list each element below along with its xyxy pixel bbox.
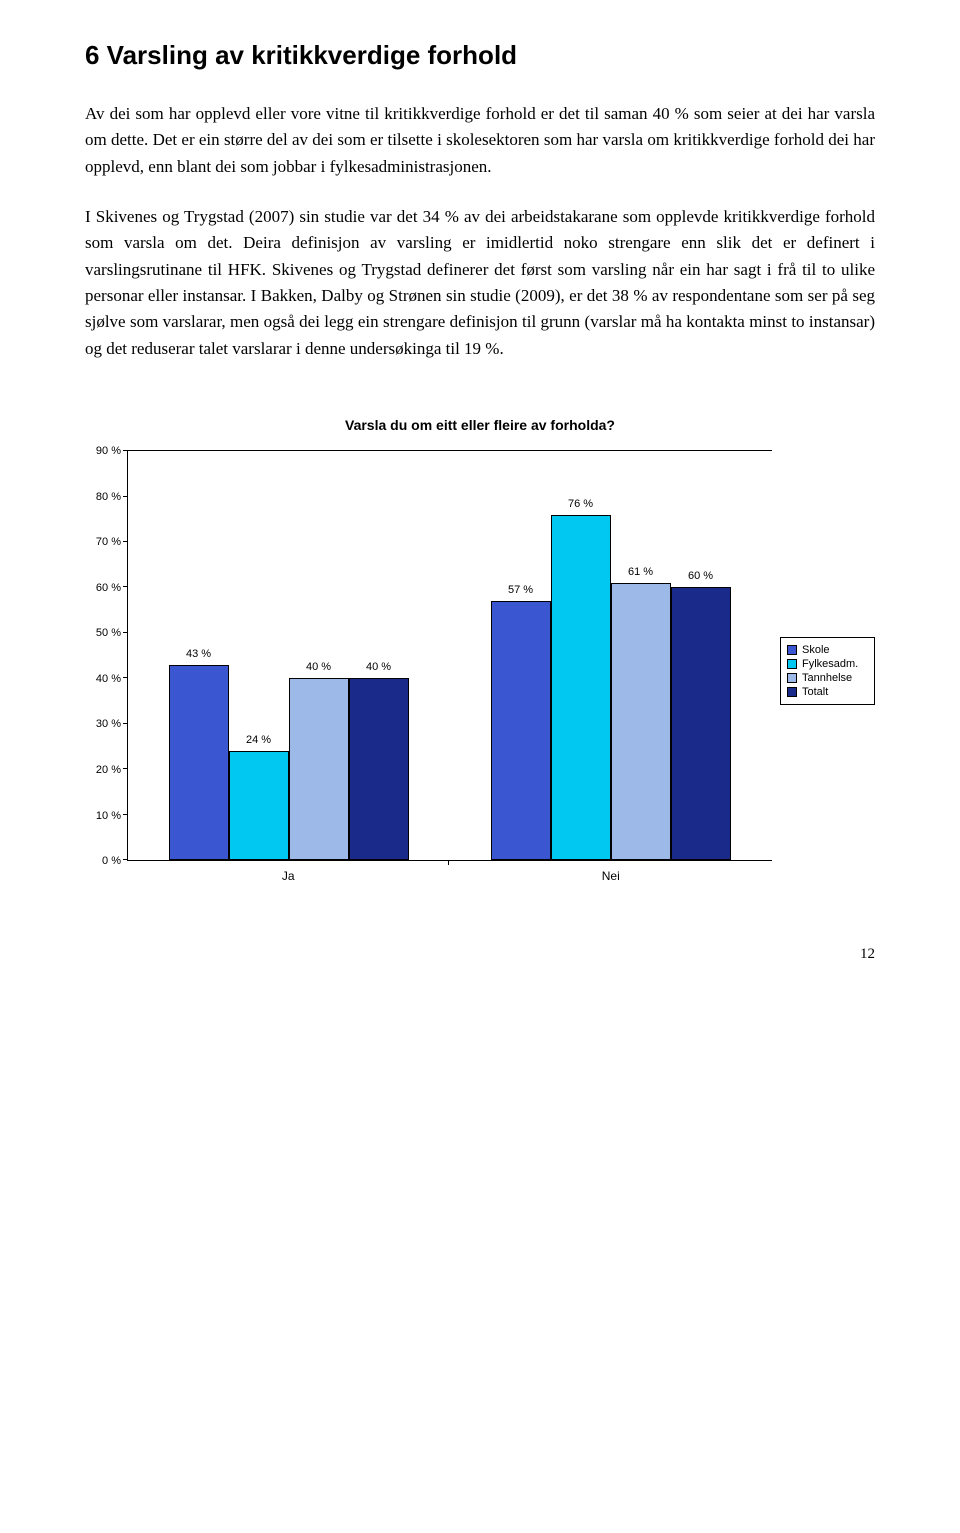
- legend-swatch: [787, 673, 797, 683]
- legend-swatch: [787, 659, 797, 669]
- chart-container: Varsla du om eitt eller fleire av forhol…: [85, 417, 875, 891]
- legend-item: Fylkesadm.: [787, 658, 868, 670]
- y-tick-label: 80 %: [96, 491, 121, 503]
- bar-value-label: 43 %: [186, 648, 211, 660]
- bar-value-label: 57 %: [508, 584, 533, 596]
- y-tick-label: 10 %: [96, 810, 121, 822]
- x-axis-label: Ja: [127, 861, 450, 891]
- bar-group: 43 %24 %40 %40 %: [128, 451, 450, 860]
- bar-value-label: 40 %: [306, 661, 331, 673]
- legend-label: Tannhelse: [802, 672, 852, 684]
- legend-label: Totalt: [802, 686, 828, 698]
- chart-title: Varsla du om eitt eller fleire av forhol…: [85, 417, 875, 433]
- chart-body: 0 %10 %20 %30 %40 %50 %60 %70 %80 %90 % …: [85, 451, 875, 891]
- legend-item: Tannhelse: [787, 672, 868, 684]
- bar-value-label: 61 %: [628, 566, 653, 578]
- bar-groups: 43 %24 %40 %40 %57 %76 %61 %60 %: [128, 451, 772, 860]
- plot-area: 43 %24 %40 %40 %57 %76 %61 %60 %: [127, 451, 772, 861]
- x-axis-labels: JaNei: [127, 861, 772, 891]
- legend-label: Skole: [802, 644, 830, 656]
- section-heading: 6 Varsling av kritikkverdige forhold: [85, 40, 875, 71]
- legend-swatch: [787, 645, 797, 655]
- y-tick-label: 40 %: [96, 673, 121, 685]
- legend-item: Totalt: [787, 686, 868, 698]
- bar: 60 %: [671, 587, 731, 860]
- bar: 61 %: [611, 583, 671, 860]
- bar: 76 %: [551, 515, 611, 860]
- paragraph-2: I Skivenes og Trygstad (2007) sin studie…: [85, 204, 875, 362]
- y-tick-label: 30 %: [96, 718, 121, 730]
- chart-plot: 0 %10 %20 %30 %40 %50 %60 %70 %80 %90 % …: [85, 451, 772, 891]
- bar: 40 %: [289, 678, 349, 860]
- bar-value-label: 40 %: [366, 661, 391, 673]
- y-tick-label: 0 %: [102, 855, 121, 867]
- bar-value-label: 24 %: [246, 734, 271, 746]
- y-tick-label: 60 %: [96, 582, 121, 594]
- bar-value-label: 76 %: [568, 498, 593, 510]
- paragraph-1: Av dei som har opplevd eller vore vitne …: [85, 101, 875, 180]
- page-number: 12: [85, 946, 875, 963]
- y-tick-label: 20 %: [96, 764, 121, 776]
- bar: 40 %: [349, 678, 409, 860]
- legend-swatch: [787, 687, 797, 697]
- bar: 57 %: [491, 601, 551, 860]
- legend-item: Skole: [787, 644, 868, 656]
- y-axis: 0 %10 %20 %30 %40 %50 %60 %70 %80 %90 %: [85, 451, 127, 861]
- y-tick-label: 70 %: [96, 536, 121, 548]
- y-tick-label: 90 %: [96, 445, 121, 457]
- legend-label: Fylkesadm.: [802, 658, 858, 670]
- bar-group: 57 %76 %61 %60 %: [450, 451, 772, 860]
- bar: 43 %: [169, 665, 229, 860]
- bar-value-label: 60 %: [688, 570, 713, 582]
- y-tick-label: 50 %: [96, 627, 121, 639]
- chart-legend: Skole Fylkesadm. Tannhelse Totalt: [780, 637, 875, 705]
- bar: 24 %: [229, 751, 289, 860]
- x-axis-label: Nei: [450, 861, 773, 891]
